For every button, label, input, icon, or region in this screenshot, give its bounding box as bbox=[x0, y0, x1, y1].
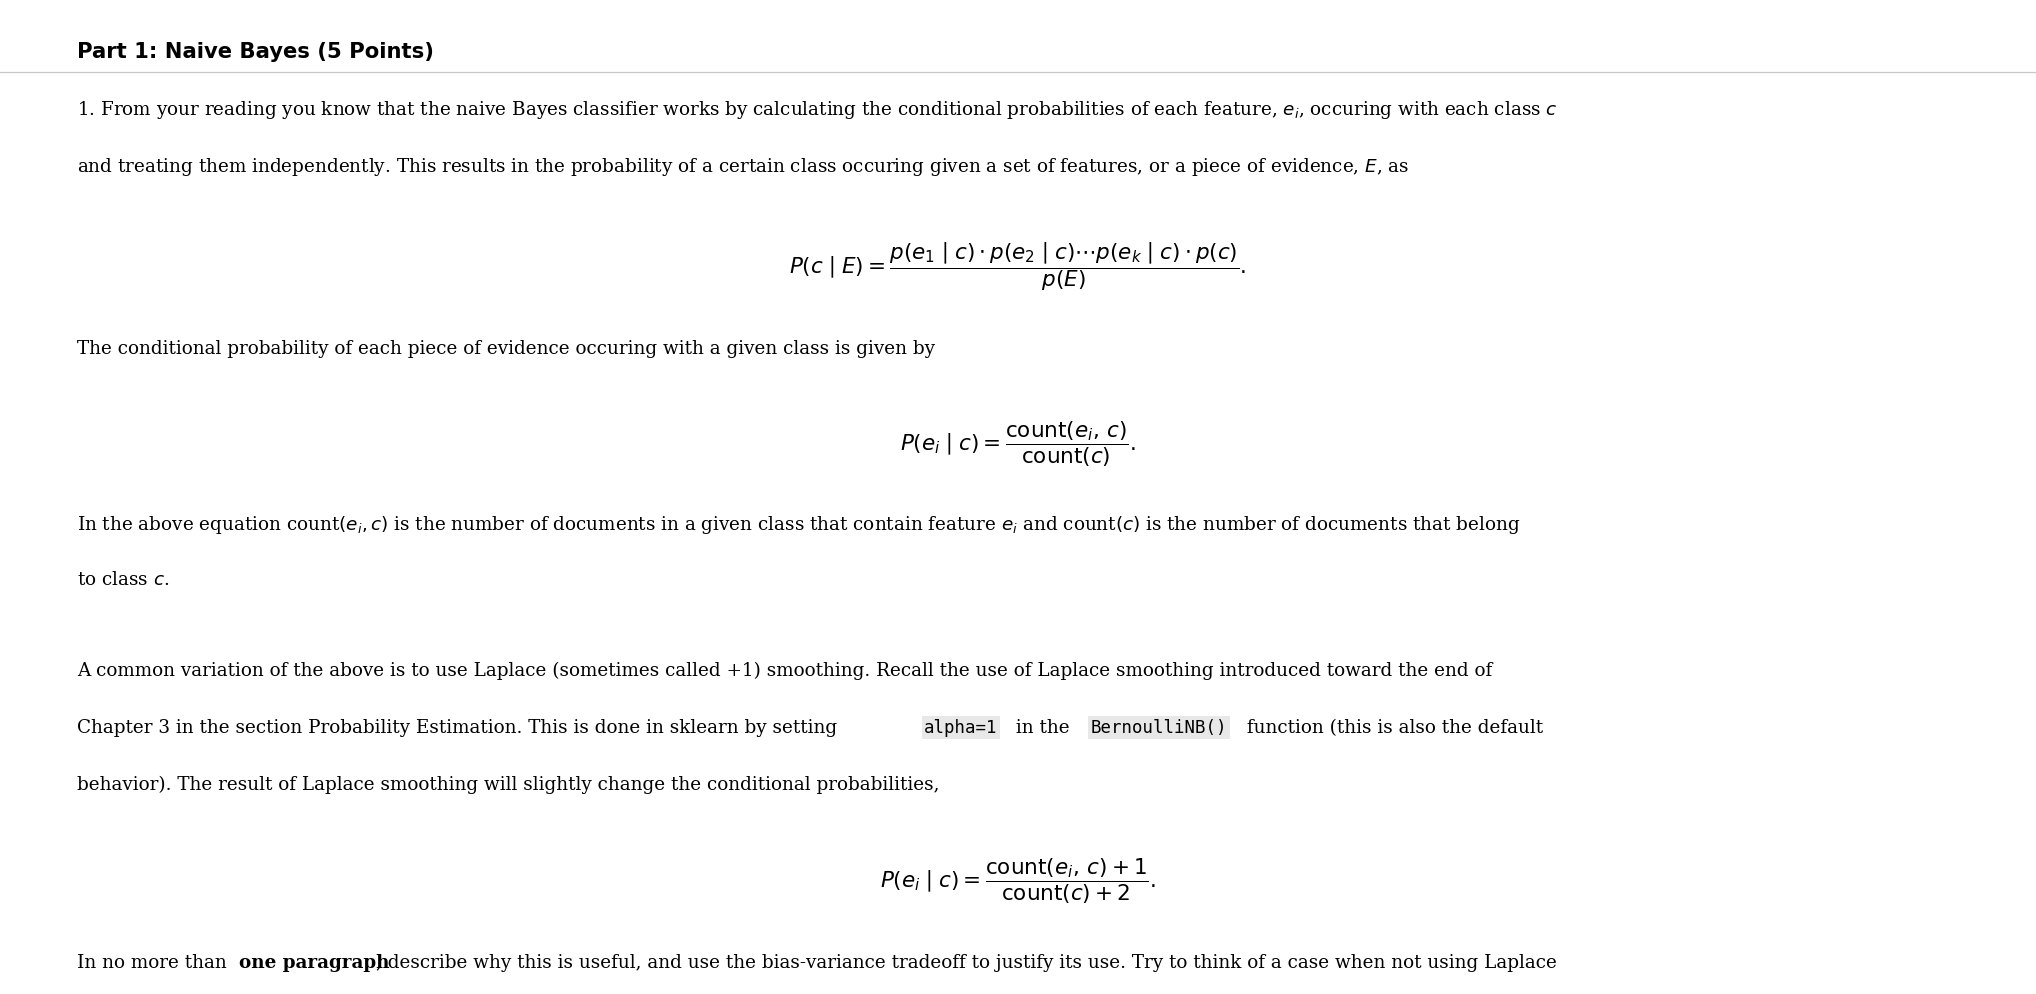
Text: In no more than: In no more than bbox=[77, 954, 232, 972]
Text: 1. From your reading you know that the naive Bayes classifier works by calculati: 1. From your reading you know that the n… bbox=[77, 99, 1558, 121]
Text: $P(e_i \mid c) = \dfrac{\mathrm{count}(e_i,\, c) + 1}{\mathrm{count}(c) + 2}.$: $P(e_i \mid c) = \dfrac{\mathrm{count}(e… bbox=[880, 857, 1156, 907]
Text: $P(e_i \mid c) = \dfrac{\mathrm{count}(e_i,\, c)}{\mathrm{count}(c)}.$: $P(e_i \mid c) = \dfrac{\mathrm{count}(e… bbox=[900, 419, 1136, 469]
Text: in the: in the bbox=[1010, 719, 1075, 737]
Text: BernoulliNB(): BernoulliNB() bbox=[1091, 719, 1228, 737]
Text: $P(c \mid E) = \dfrac{p(e_1 \mid c) \cdot p(e_2 \mid c) \cdots p(e_k \mid c) \cd: $P(c \mid E) = \dfrac{p(e_1 \mid c) \cdo… bbox=[790, 241, 1246, 293]
Text: alpha=1: alpha=1 bbox=[924, 719, 998, 737]
Text: Part 1: Naive Bayes (5 Points): Part 1: Naive Bayes (5 Points) bbox=[77, 42, 434, 62]
Text: A common variation of the above is to use Laplace (sometimes called +1) smoothin: A common variation of the above is to us… bbox=[77, 662, 1492, 680]
Text: and treating them independently. This results in the probability of a certain cl: and treating them independently. This re… bbox=[77, 156, 1409, 178]
Text: to class $c$.: to class $c$. bbox=[77, 571, 169, 588]
Text: The conditional probability of each piece of evidence occuring with a given clas: The conditional probability of each piec… bbox=[77, 340, 935, 358]
Text: In the above equation count$(e_i, c)$ is the number of documents in a given clas: In the above equation count$(e_i, c)$ is… bbox=[77, 514, 1521, 536]
Text: one paragraph: one paragraph bbox=[238, 954, 389, 972]
Text: , describe why this is useful, and use the bias-variance tradeoff to justify its: , describe why this is useful, and use t… bbox=[377, 954, 1558, 972]
Text: function (this is also the default: function (this is also the default bbox=[1240, 719, 1543, 737]
Text: Chapter 3 in the section Probability Estimation. This is done in sklearn by sett: Chapter 3 in the section Probability Est… bbox=[77, 719, 843, 737]
Text: behavior). The result of Laplace smoothing will slightly change the conditional : behavior). The result of Laplace smoothi… bbox=[77, 775, 941, 793]
